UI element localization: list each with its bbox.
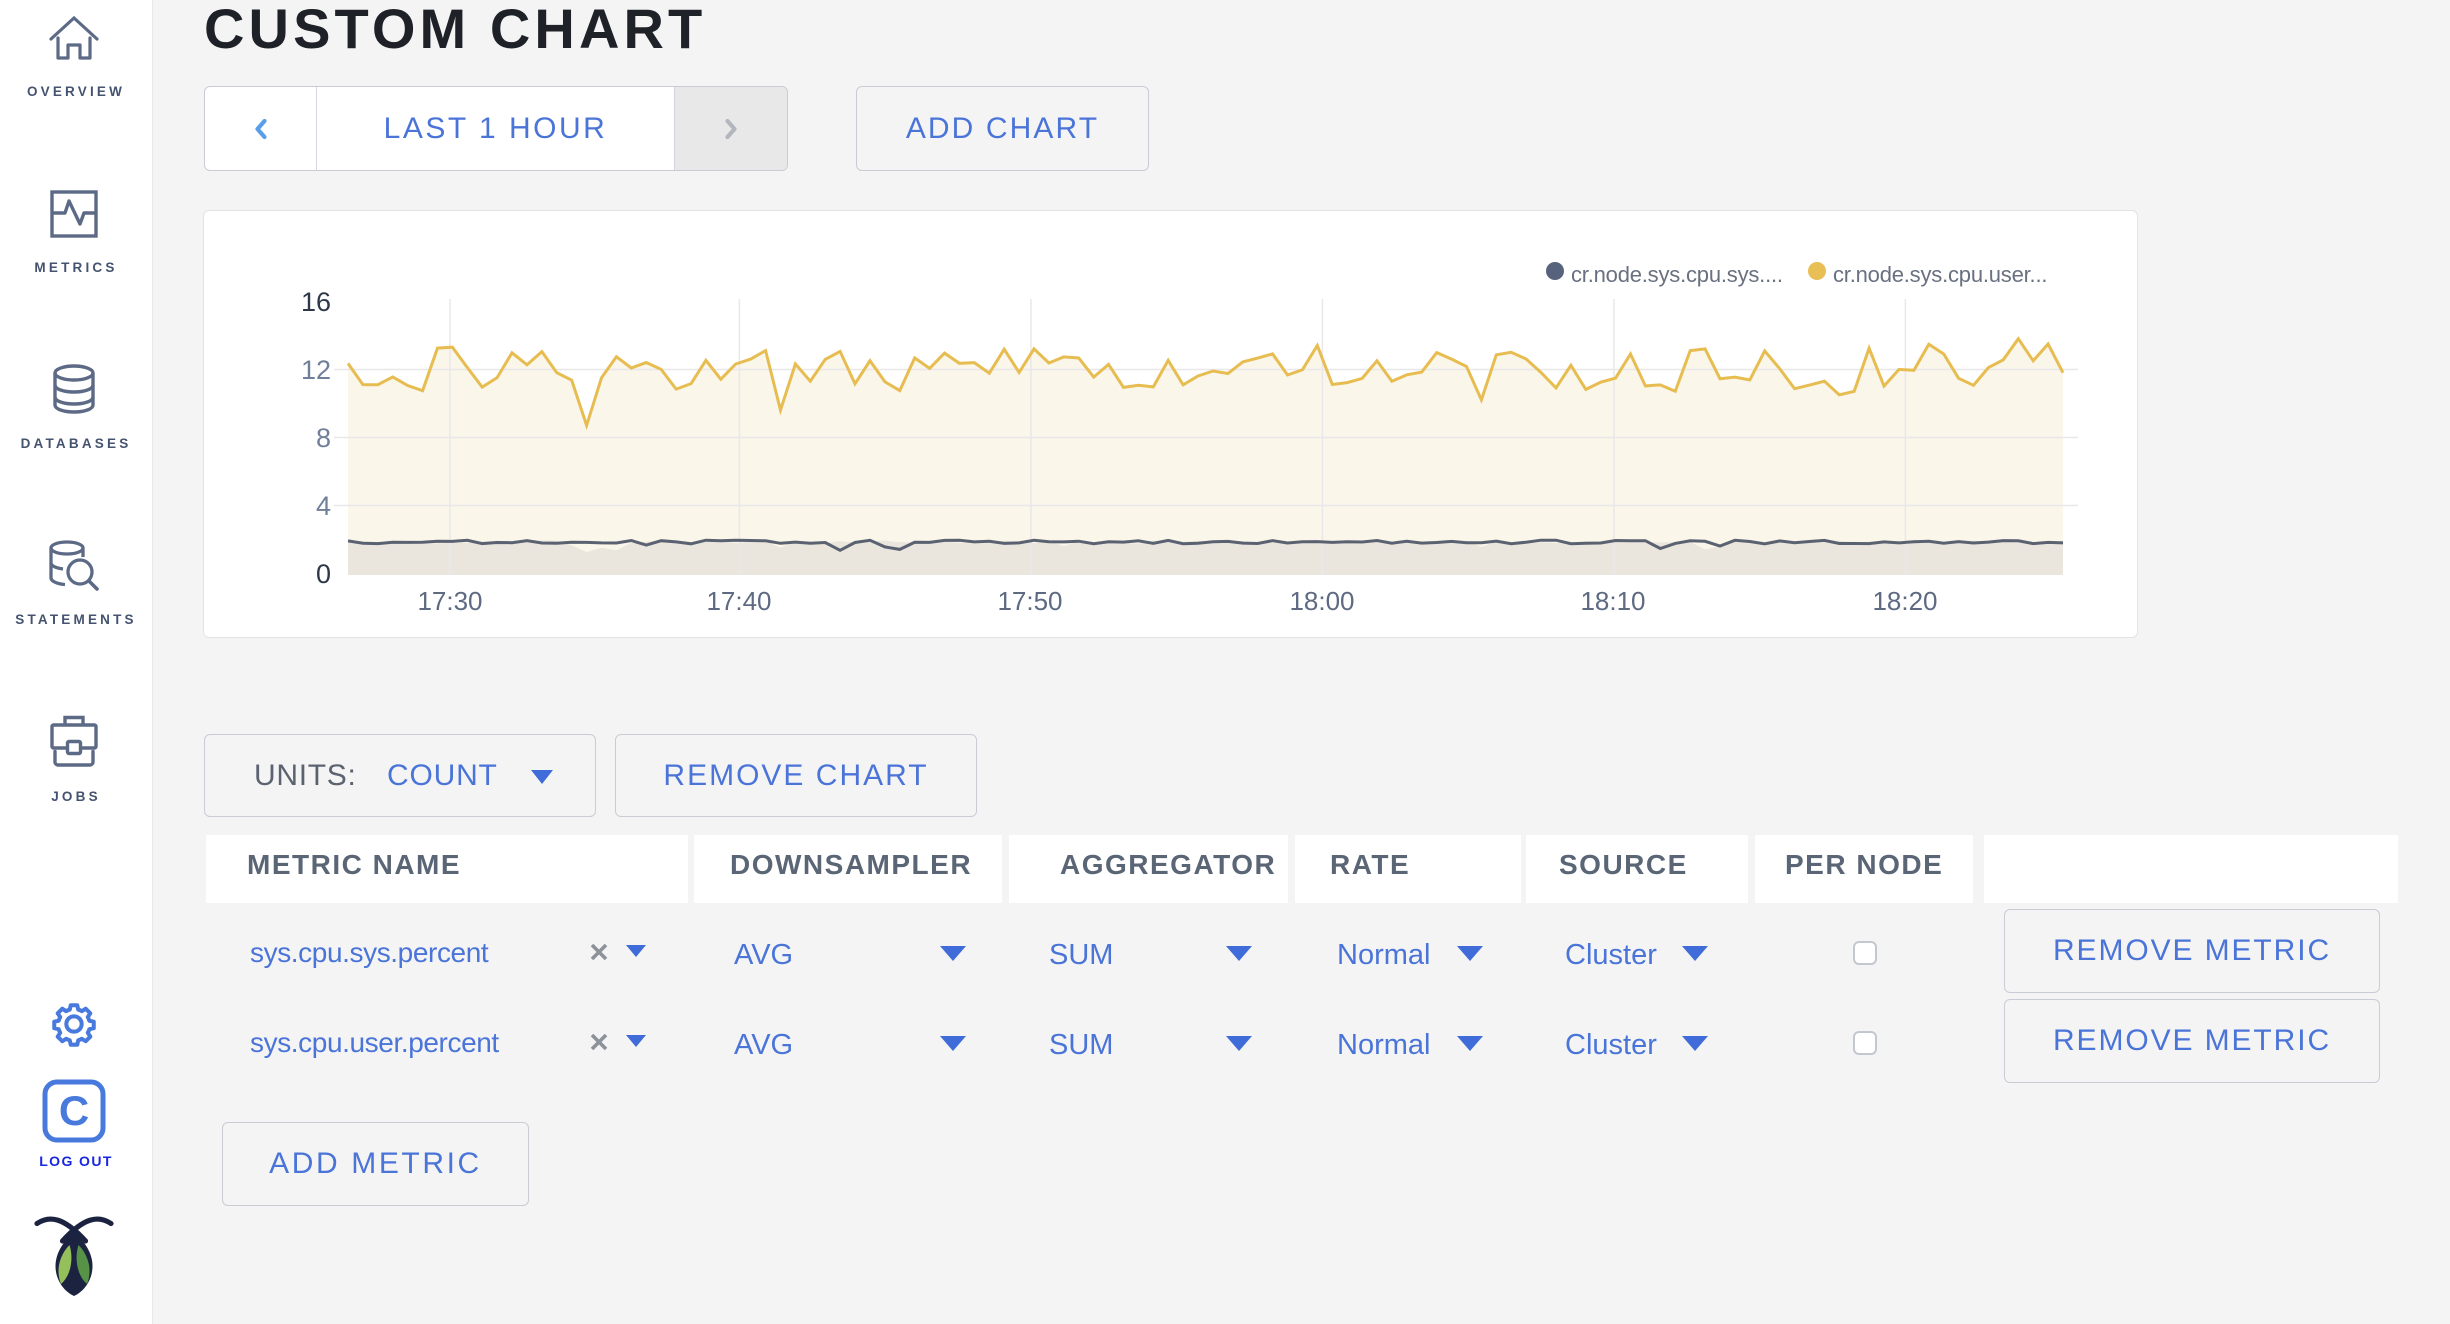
svg-text:C: C xyxy=(59,1087,89,1134)
